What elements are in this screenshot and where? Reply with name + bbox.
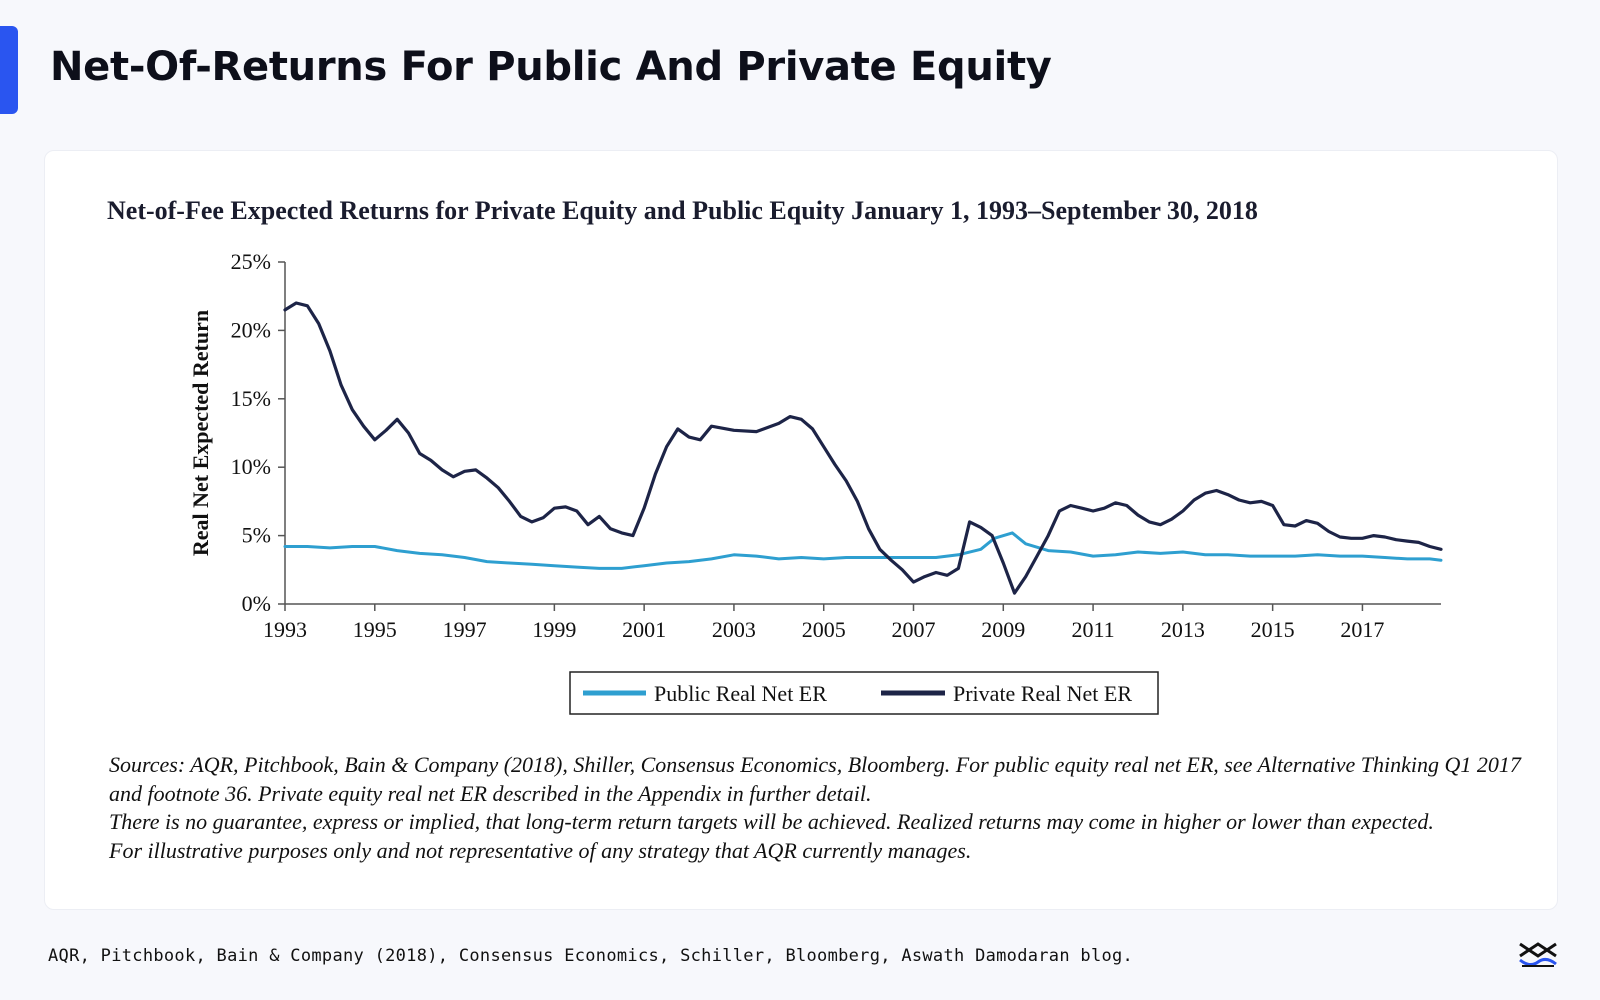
accent-bar <box>0 26 18 114</box>
x-tick-label: 2001 <box>622 617 666 642</box>
x-tick-label: 2009 <box>981 617 1025 642</box>
y-tick-label: 10% <box>231 454 271 479</box>
x-tick-label: 2011 <box>1071 617 1114 642</box>
y-tick-label: 25% <box>231 249 271 274</box>
disclaimer-note: There is no guarantee, express or implie… <box>109 809 1434 834</box>
legend-box <box>569 671 1159 715</box>
x-tick-label: 2003 <box>712 617 756 642</box>
x-tick-label: 2015 <box>1251 617 1295 642</box>
y-tick-label: 15% <box>231 386 271 411</box>
axes: 0% 5% 10% 15% 20% 25% 1993 1995 1997 1999 2001 2003… <box>231 249 1441 642</box>
legend-label-private: Private Real Net ER <box>953 681 1132 706</box>
x-tick-label: 1999 <box>532 617 576 642</box>
public-series-line <box>283 531 1443 570</box>
private-series-line <box>283 301 1443 595</box>
x-tick-label: 1995 <box>353 617 397 642</box>
y-tick-label: 0% <box>242 591 271 616</box>
x-tick-label: 1993 <box>263 617 307 642</box>
x-tick-label: 2017 <box>1340 617 1384 642</box>
y-tick-label: 5% <box>242 523 271 548</box>
chart-card: Net-of-Fee Expected Returns for Private … <box>44 150 1558 910</box>
legend-label-public: Public Real Net ER <box>654 681 827 706</box>
x-tick-label: 2013 <box>1161 617 1205 642</box>
y-axis-label: Real Net Expected Return <box>188 310 213 556</box>
x-tick-label: 2005 <box>802 617 846 642</box>
chart-title: Net-of-Fee Expected Returns for Private … <box>107 196 1258 225</box>
brand-logo-icon <box>1519 942 1557 967</box>
legend: Public Real Net ER Private Real Net ER <box>569 671 1159 715</box>
x-tick-label: 2007 <box>892 617 936 642</box>
sources-note: Sources: AQR, Pitchbook, Bain & Company … <box>109 752 1521 806</box>
illustrative-note: For illustrative purposes only and not r… <box>109 837 972 863</box>
y-tick-label: 20% <box>231 317 271 342</box>
page-title: Net-Of-Returns For Public And Private Eq… <box>50 44 1052 90</box>
chart-notes: Sources: AQR, Pitchbook, Bain & Company … <box>109 751 1529 865</box>
series-lines <box>283 301 1443 595</box>
x-tick-label: 1997 <box>443 617 487 642</box>
source-footer: AQR, Pitchbook, Bain & Company (2018), C… <box>48 946 1134 966</box>
chart: Net-of-Fee Expected Returns for Private … <box>107 196 1443 715</box>
